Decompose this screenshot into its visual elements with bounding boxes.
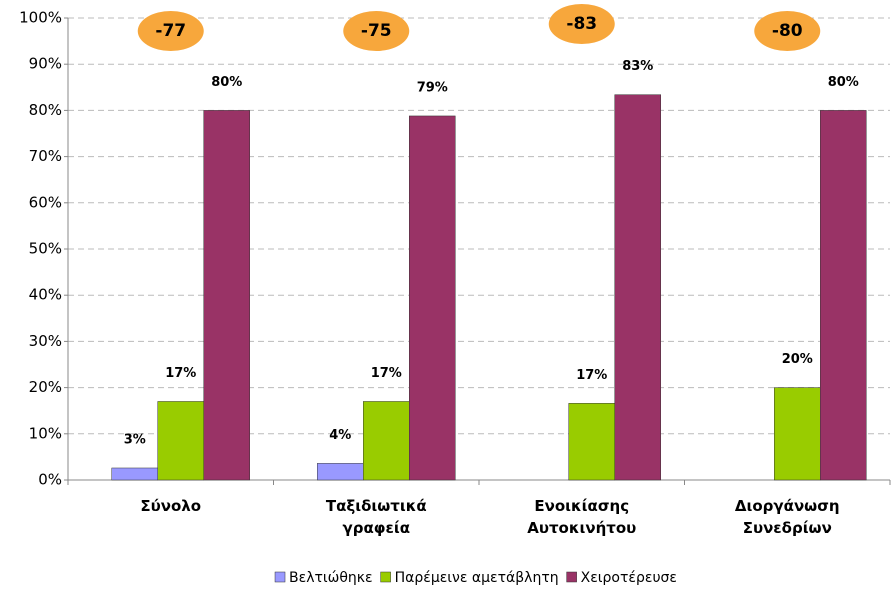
bar [820, 110, 867, 481]
x-tick-label: Ταξιδιωτικά γραφεία [326, 497, 427, 537]
data-label: 79% [417, 80, 448, 95]
bar [157, 401, 204, 481]
y-tick-label: 100% [19, 9, 62, 27]
data-label: 83% [622, 59, 653, 74]
x-tick-label: Σύνολο [140, 497, 201, 515]
legend-swatch [274, 571, 286, 583]
difference-label: -75 [361, 21, 392, 41]
y-tick-label: 80% [29, 101, 62, 119]
x-tick-label-line: Αυτοκινήτου [527, 519, 636, 537]
x-tick-label-line: Ταξιδιωτικά [326, 497, 427, 515]
data-label: 80% [211, 75, 242, 90]
legend-swatch [566, 571, 577, 583]
y-tick-label: 50% [29, 240, 62, 258]
legend-swatch [380, 571, 391, 583]
bar [111, 467, 158, 481]
difference-bubble [137, 11, 204, 51]
y-tick-label: 10% [29, 424, 62, 442]
bar [774, 387, 821, 481]
y-tick-label: 70% [29, 147, 62, 165]
x-tick-label-line: Διοργάνωση [735, 497, 840, 515]
difference-label: -80 [772, 21, 803, 41]
bar [203, 110, 250, 481]
y-tick-label: 20% [29, 378, 62, 396]
bar [409, 115, 456, 481]
bar [614, 94, 661, 481]
difference-label: -77 [155, 21, 186, 41]
x-tick-label: Ενοικίασης Αυτοκινήτου [527, 497, 636, 537]
bar [317, 463, 364, 481]
legend-label: Βελτιώθηκε [289, 570, 373, 586]
y-tick-label: 60% [29, 193, 62, 211]
x-tick-label-line: Συνεδρίων [743, 519, 832, 537]
data-label: 3% [124, 432, 146, 447]
y-tick-label: 30% [29, 332, 62, 350]
y-tick-label: 0% [38, 471, 62, 489]
legend-label: Παρέμεινε αμετάβλητη [395, 570, 559, 586]
bar [568, 403, 615, 481]
legend-label: Χειροτέρευσε [581, 570, 677, 586]
legend: Βελτιώθηκε Παρέμεινε αμετάβλητη Χειροτέρευ… [274, 570, 677, 586]
difference-bubble [548, 4, 615, 44]
data-label: 4% [329, 428, 351, 443]
data-label: 20% [782, 352, 813, 367]
difference-label: -83 [566, 14, 597, 34]
y-tick-label: 40% [29, 286, 62, 304]
x-tick-label-line: Ενοικίασης [534, 497, 629, 515]
difference-bubble [754, 11, 821, 51]
difference-bubble [343, 11, 410, 51]
data-label: 17% [371, 366, 402, 381]
data-label: 80% [828, 75, 859, 90]
bar [363, 401, 410, 481]
data-label: 17% [165, 366, 196, 381]
data-label: 17% [576, 368, 607, 383]
x-tick-label-line: Σύνολο [140, 497, 201, 515]
x-tick-label: Διοργάνωση Συνεδρίων [735, 497, 840, 537]
x-tick-label-line: γραφεία [343, 519, 411, 537]
y-tick-label: 90% [29, 55, 62, 73]
